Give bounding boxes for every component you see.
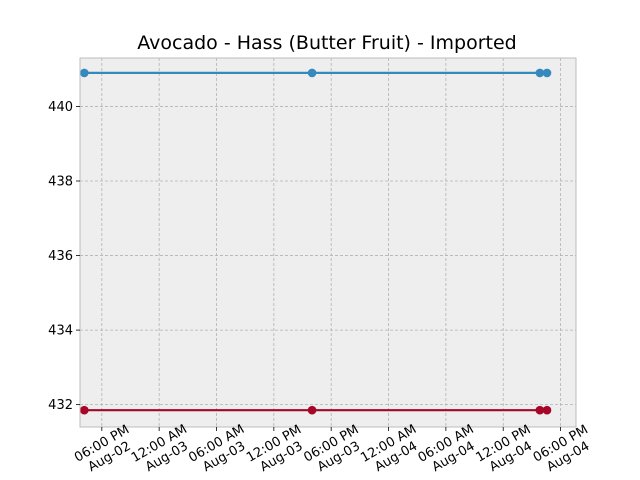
y-tick-label: 432: [48, 398, 73, 413]
y-tick-label: 438: [48, 175, 73, 190]
data-point: [80, 405, 89, 415]
grid-lines: [80, 58, 576, 427]
plot-frame: [79, 57, 577, 428]
y-tick-label: 434: [48, 324, 73, 339]
series-layer: [80, 68, 552, 415]
data-point: [535, 68, 545, 78]
data-point: [542, 405, 552, 415]
chart-title: Avocado - Hass (Butter Fruit) - Imported: [137, 32, 516, 54]
plot-area: [80, 58, 576, 427]
data-point: [307, 405, 317, 415]
y-axis: 432 434 436 438 440: [48, 100, 80, 413]
data-point: [542, 68, 552, 78]
data-point: [80, 68, 89, 78]
data-point: [307, 68, 317, 78]
data-point: [535, 405, 545, 415]
y-tick-label: 440: [48, 100, 73, 115]
y-tick-label: 436: [48, 249, 73, 264]
